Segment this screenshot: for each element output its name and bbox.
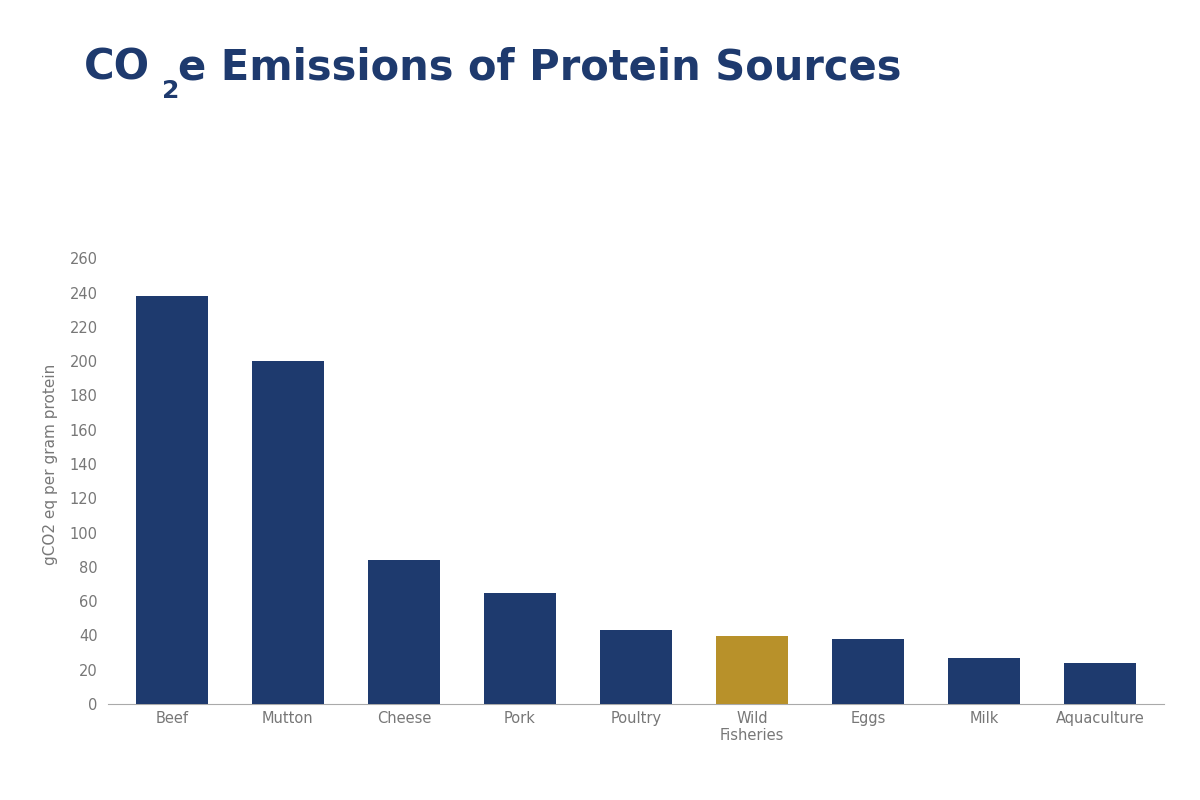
Text: 24: 24 xyxy=(1081,666,1120,694)
Y-axis label: gCO2 eq per gram protein: gCO2 eq per gram protein xyxy=(43,363,59,565)
Bar xyxy=(252,361,324,704)
Bar xyxy=(716,636,788,704)
Bar xyxy=(600,630,672,704)
Bar xyxy=(948,658,1020,704)
Text: e Emissions of Protein Sources: e Emissions of Protein Sources xyxy=(178,47,901,89)
Text: 65: 65 xyxy=(500,599,539,627)
Text: 39.5: 39.5 xyxy=(718,640,786,668)
Text: 27: 27 xyxy=(965,661,1003,689)
Bar xyxy=(484,593,556,704)
Bar xyxy=(368,560,440,704)
Text: 43: 43 xyxy=(617,634,655,662)
Text: 200: 200 xyxy=(259,382,317,410)
Text: 38: 38 xyxy=(848,642,888,670)
Text: 2: 2 xyxy=(162,78,179,102)
Bar xyxy=(136,296,208,704)
Text: 238: 238 xyxy=(143,321,200,349)
Text: CO: CO xyxy=(84,47,150,89)
Bar xyxy=(832,639,904,704)
Text: 84: 84 xyxy=(384,569,424,597)
Bar xyxy=(1064,663,1136,704)
